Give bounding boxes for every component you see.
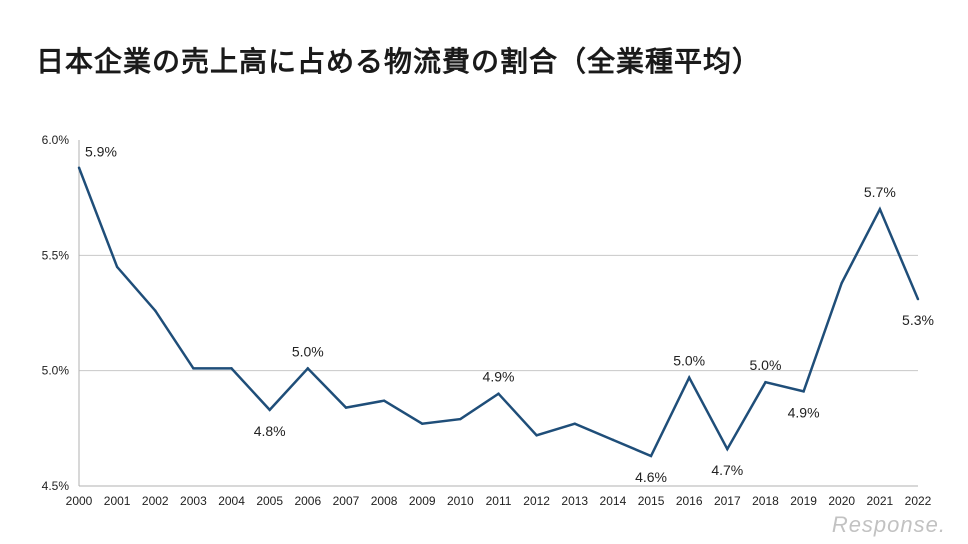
data-label: 4.9% (483, 369, 515, 385)
data-label: 5.7% (864, 184, 896, 200)
x-tick-label: 2002 (142, 494, 169, 508)
data-label: 5.9% (85, 144, 117, 160)
x-tick-label: 2021 (867, 494, 894, 508)
x-tick-label: 2006 (294, 494, 321, 508)
x-tick-label: 2017 (714, 494, 741, 508)
data-point (306, 367, 310, 370)
data-point (77, 166, 81, 169)
x-tick-label: 2022 (905, 494, 932, 508)
data-label: 4.9% (788, 404, 820, 420)
data-label: 4.7% (711, 462, 743, 478)
data-point (535, 434, 538, 437)
x-tick-label: 2004 (218, 494, 245, 508)
chart-title: 日本企業の売上高に占める物流費の割合（全業種平均） (36, 45, 762, 78)
x-tick-label: 2012 (523, 494, 550, 508)
data-point (115, 265, 119, 269)
data-point (687, 376, 691, 379)
y-tick-label: 5.0% (42, 364, 70, 378)
y-tick-label: 5.5% (42, 248, 70, 262)
data-point (802, 390, 805, 393)
data-label: 5.0% (673, 353, 705, 369)
data-label: 5.0% (749, 357, 781, 373)
data-point (878, 208, 882, 211)
data-point (573, 422, 576, 425)
data-point (459, 417, 462, 421)
data-point (840, 281, 843, 285)
x-tick-label: 2009 (409, 494, 436, 508)
data-point (611, 438, 615, 442)
x-tick-label: 2016 (676, 494, 703, 508)
x-tick-label: 2000 (66, 494, 93, 508)
x-tick-label: 2020 (828, 494, 855, 508)
data-point (154, 309, 157, 312)
y-tick-label: 4.5% (42, 479, 70, 493)
data-point (764, 381, 767, 384)
x-tick-label: 2003 (180, 494, 207, 508)
watermark-logo: Response. (831, 512, 946, 537)
data-point (344, 406, 348, 409)
data-point (726, 447, 729, 451)
x-tick-label: 2018 (752, 494, 779, 508)
x-tick-label: 2010 (447, 494, 474, 508)
x-tick-label: 2007 (333, 494, 360, 508)
data-point (192, 367, 195, 370)
data-point (497, 392, 500, 395)
data-point (230, 367, 233, 370)
data-point (916, 297, 920, 301)
data-label: 4.8% (254, 423, 286, 439)
data-label: 4.6% (635, 469, 667, 485)
x-tick-label: 2019 (790, 494, 817, 508)
x-tick-label: 2015 (638, 494, 665, 508)
x-tick-label: 2013 (561, 494, 588, 508)
x-tick-label: 2011 (486, 494, 512, 508)
y-tick-label: 6.0% (42, 133, 70, 147)
x-tick-label: 2008 (371, 494, 398, 508)
data-label: 5.0% (292, 343, 324, 359)
x-tick-label: 2014 (600, 494, 627, 508)
x-tick-label: 2001 (104, 494, 131, 508)
x-tick-label: 2005 (256, 494, 283, 508)
data-point (649, 454, 653, 458)
data-point (421, 422, 424, 425)
data-point (268, 408, 271, 412)
data-label: 5.3% (902, 312, 934, 328)
data-point (382, 399, 386, 402)
